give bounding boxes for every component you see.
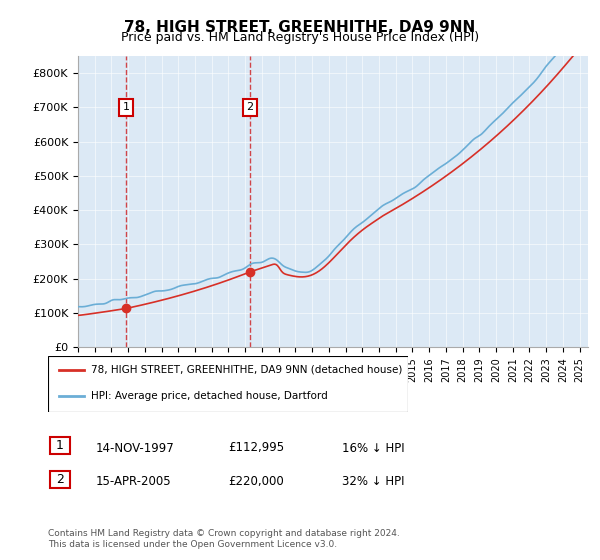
Text: 2: 2 xyxy=(56,473,64,486)
Text: Contains HM Land Registry data © Crown copyright and database right 2024.
This d: Contains HM Land Registry data © Crown c… xyxy=(48,529,400,549)
FancyBboxPatch shape xyxy=(48,356,408,412)
Text: 78, HIGH STREET, GREENHITHE, DA9 9NN: 78, HIGH STREET, GREENHITHE, DA9 9NN xyxy=(124,20,476,35)
Text: 1: 1 xyxy=(56,439,64,452)
Text: HPI: Average price, detached house, Dartford: HPI: Average price, detached house, Dart… xyxy=(91,391,328,401)
Text: 32% ↓ HPI: 32% ↓ HPI xyxy=(342,475,404,488)
Text: 78, HIGH STREET, GREENHITHE, DA9 9NN (detached house): 78, HIGH STREET, GREENHITHE, DA9 9NN (de… xyxy=(91,365,403,375)
Text: 1: 1 xyxy=(122,102,130,113)
Text: 15-APR-2005: 15-APR-2005 xyxy=(96,475,172,488)
Text: 16% ↓ HPI: 16% ↓ HPI xyxy=(342,441,404,455)
FancyBboxPatch shape xyxy=(50,437,70,454)
FancyBboxPatch shape xyxy=(50,471,70,488)
Text: 2: 2 xyxy=(247,102,254,113)
Text: Price paid vs. HM Land Registry's House Price Index (HPI): Price paid vs. HM Land Registry's House … xyxy=(121,31,479,44)
Text: £220,000: £220,000 xyxy=(228,475,284,488)
Text: £112,995: £112,995 xyxy=(228,441,284,455)
Text: 14-NOV-1997: 14-NOV-1997 xyxy=(96,441,175,455)
